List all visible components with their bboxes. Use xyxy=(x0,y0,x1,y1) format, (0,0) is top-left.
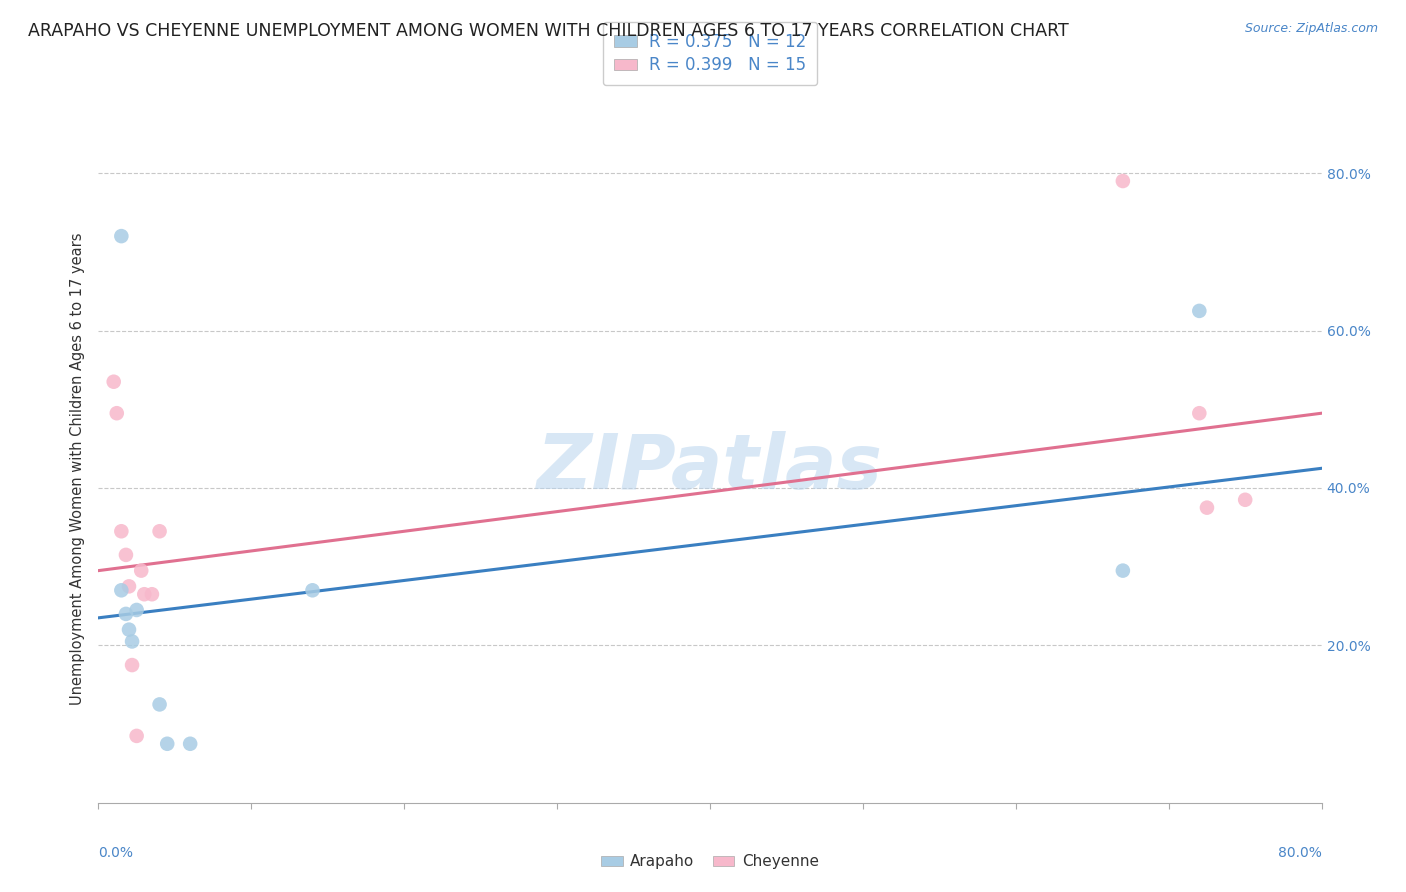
Point xyxy=(1188,406,1211,420)
Point xyxy=(134,587,156,601)
Point xyxy=(179,737,201,751)
Text: ARAPAHO VS CHEYENNE UNEMPLOYMENT AMONG WOMEN WITH CHILDREN AGES 6 TO 17 YEARS CO: ARAPAHO VS CHEYENNE UNEMPLOYMENT AMONG W… xyxy=(28,22,1069,40)
Legend: R = 0.375   N = 12, R = 0.399   N = 15: R = 0.375 N = 12, R = 0.399 N = 15 xyxy=(603,21,817,86)
Point xyxy=(110,229,132,244)
Point xyxy=(1112,564,1135,578)
Point xyxy=(121,634,143,648)
Point xyxy=(125,603,148,617)
Point xyxy=(149,524,172,539)
Point xyxy=(1112,174,1135,188)
Point xyxy=(118,623,141,637)
Text: 0.0%: 0.0% xyxy=(98,847,134,860)
Point xyxy=(115,548,138,562)
Point xyxy=(141,587,163,601)
Point xyxy=(125,729,148,743)
Point xyxy=(1188,304,1211,318)
Point xyxy=(156,737,179,751)
Point xyxy=(118,579,141,593)
Point xyxy=(129,564,152,578)
Text: Source: ZipAtlas.com: Source: ZipAtlas.com xyxy=(1244,22,1378,36)
Text: 80.0%: 80.0% xyxy=(1278,847,1322,860)
Point xyxy=(149,698,172,712)
Text: ZIPatlas: ZIPatlas xyxy=(537,432,883,505)
Point xyxy=(1195,500,1218,515)
Point xyxy=(301,583,323,598)
Point xyxy=(105,406,128,420)
Point xyxy=(121,658,143,673)
Y-axis label: Unemployment Among Women with Children Ages 6 to 17 years: Unemployment Among Women with Children A… xyxy=(70,232,86,705)
Point xyxy=(110,583,132,598)
Point xyxy=(115,607,138,621)
Point xyxy=(103,375,125,389)
Point xyxy=(1234,492,1257,507)
Point xyxy=(110,524,132,539)
